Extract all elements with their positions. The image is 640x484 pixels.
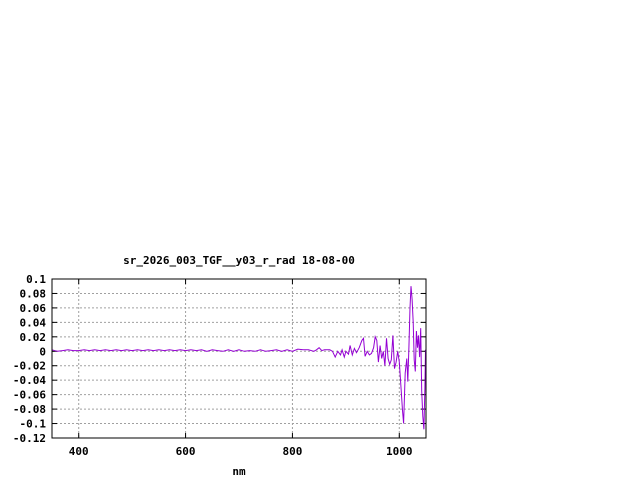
- y-tick-label: -0.12: [13, 432, 46, 445]
- grid: [52, 279, 426, 438]
- y-tick-label: 0.1: [26, 273, 46, 286]
- y-tick-label: 0.04: [20, 316, 47, 329]
- y-tick-label: -0.1: [20, 418, 47, 431]
- chart-title: sr_2026_003_TGF__y03_r_rad 18-08-00: [123, 254, 355, 267]
- x-tick-label: 800: [282, 445, 302, 458]
- y-tick-label: -0.04: [13, 374, 46, 387]
- x-tick-label: 600: [176, 445, 196, 458]
- y-tick-label: 0.02: [20, 331, 47, 344]
- series-group: [51, 286, 426, 430]
- y-tick-label: 0.06: [20, 302, 47, 315]
- x-tick-label: 400: [69, 445, 89, 458]
- ticks: 400 600 800 10000.10.080.060.040.020-0.02-0…: [13, 273, 426, 458]
- series-line: [51, 286, 426, 430]
- y-tick-label: 0.08: [20, 287, 47, 300]
- x-axis-label: nm: [232, 465, 246, 478]
- y-tick-label: -0.08: [13, 403, 46, 416]
- y-tick-label: 0: [39, 345, 46, 358]
- y-tick-label: -0.06: [13, 389, 46, 402]
- plot-frame: [51, 278, 427, 439]
- x-tick-label: 1000: [386, 445, 413, 458]
- y-tick-label: -0.02: [13, 360, 46, 373]
